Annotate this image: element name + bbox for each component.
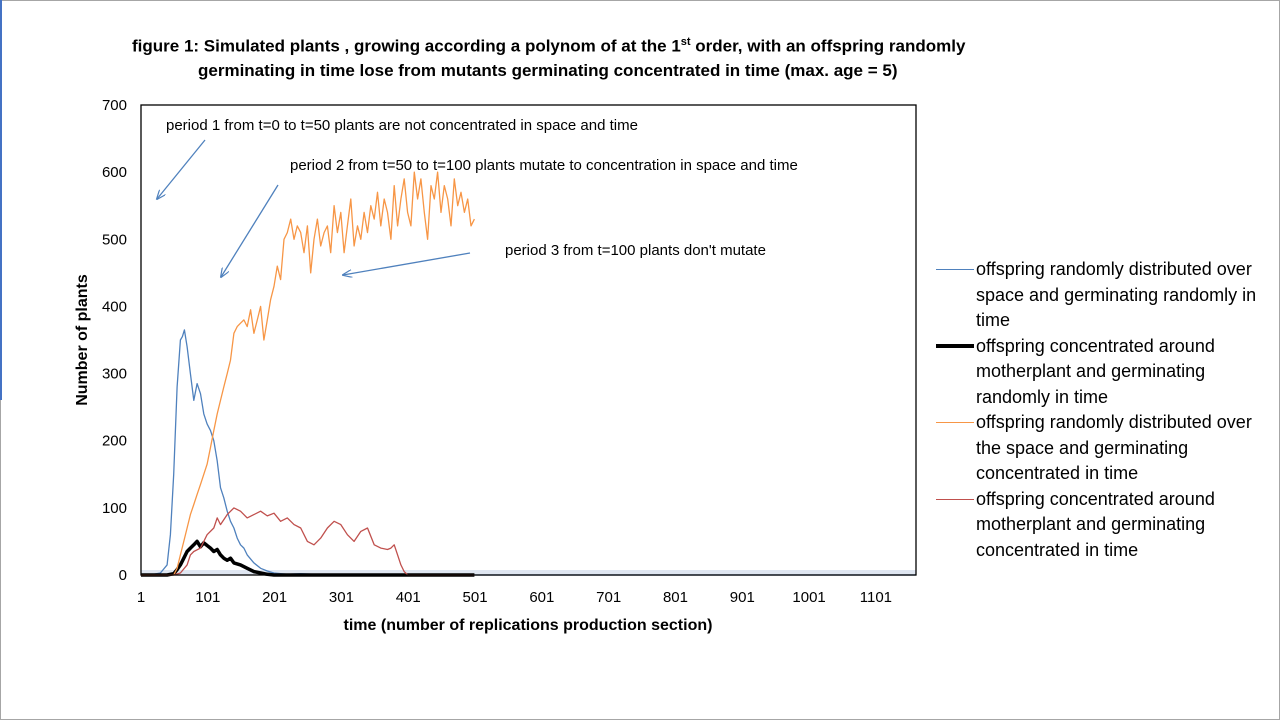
series-line-3 <box>141 171 475 576</box>
plot-area-border <box>140 104 917 576</box>
legend-item: offspring randomly distributed over the … <box>936 410 1276 487</box>
y-tick-label: 300 <box>102 366 127 383</box>
annotation-arrow-period-1 <box>157 139 206 199</box>
baseline-band <box>141 570 916 575</box>
chart-grid <box>141 570 916 575</box>
y-tick-label: 200 <box>102 433 127 450</box>
x-tick-label: 901 <box>730 589 755 606</box>
y-axis-label: Number of plants <box>74 274 91 406</box>
y-tick-label: 100 <box>102 500 127 517</box>
legend-label: offspring concentrated around motherplan… <box>976 335 1215 407</box>
series-line-4 <box>141 507 475 576</box>
legend-label: offspring randomly distributed over the … <box>976 412 1252 483</box>
x-tick-label: 401 <box>396 589 421 606</box>
y-tick-label: 600 <box>102 164 127 181</box>
y-tick-label: 700 <box>102 97 127 114</box>
title-superscript: st <box>680 36 691 48</box>
legend-swatch <box>936 269 974 270</box>
y-tick-label: 400 <box>102 298 127 315</box>
x-tick-label: 601 <box>529 589 554 606</box>
chart-series <box>141 171 916 577</box>
figure-title: figure 1: Simulated plants , growing acc… <box>90 30 1150 83</box>
annotation-arrow-period-3 <box>343 252 471 275</box>
x-tick-label: 201 <box>262 589 287 606</box>
title-line-1-end: order, with an offspring randomly <box>690 36 966 56</box>
legend-item: offspring randomly distributed over spac… <box>936 257 1276 334</box>
y-tick-label: 500 <box>102 231 127 248</box>
annotation-period-3: period 3 from t=100 plants don't mutate <box>505 242 766 259</box>
x-tick-label: 101 <box>195 589 220 606</box>
legend-item: offspring concentrated around motherplan… <box>936 487 1276 564</box>
x-tick-label: 301 <box>329 589 354 606</box>
x-tick-label: 801 <box>663 589 688 606</box>
x-tick-label: 701 <box>596 589 621 606</box>
x-tick-label: 501 <box>463 589 488 606</box>
chart-legend: offspring randomly distributed over spac… <box>936 257 1276 563</box>
legend-swatch <box>936 498 974 500</box>
annotation-arrow-period-2 <box>221 184 279 277</box>
title-line-2: germinating in time lose from mutants ge… <box>198 60 898 80</box>
series-line-1 <box>141 329 916 576</box>
legend-item: offspring concentrated around motherplan… <box>936 334 1276 411</box>
legend-swatch <box>936 343 974 348</box>
legend-swatch <box>936 422 974 423</box>
x-axis-label: time (number of replications production … <box>344 617 713 634</box>
x-tick-label: 1101 <box>860 589 892 606</box>
y-tick-label: 0 <box>119 567 127 584</box>
x-tick-label: 1 <box>137 589 145 606</box>
slide-accent-bar <box>0 0 2 400</box>
legend-label: offspring randomly distributed over spac… <box>976 259 1257 330</box>
annotation-period-2: period 2 from t=50 to t=100 plants mutat… <box>290 157 798 174</box>
title-line-1: figure 1: Simulated plants , growing acc… <box>132 36 681 56</box>
annotation-period-1: period 1 from t=0 to t=50 plants are not… <box>166 117 638 134</box>
legend-label: offspring concentrated around motherplan… <box>976 488 1215 560</box>
x-tick-label: 1001 <box>792 589 825 606</box>
series-line-2 <box>141 539 475 577</box>
